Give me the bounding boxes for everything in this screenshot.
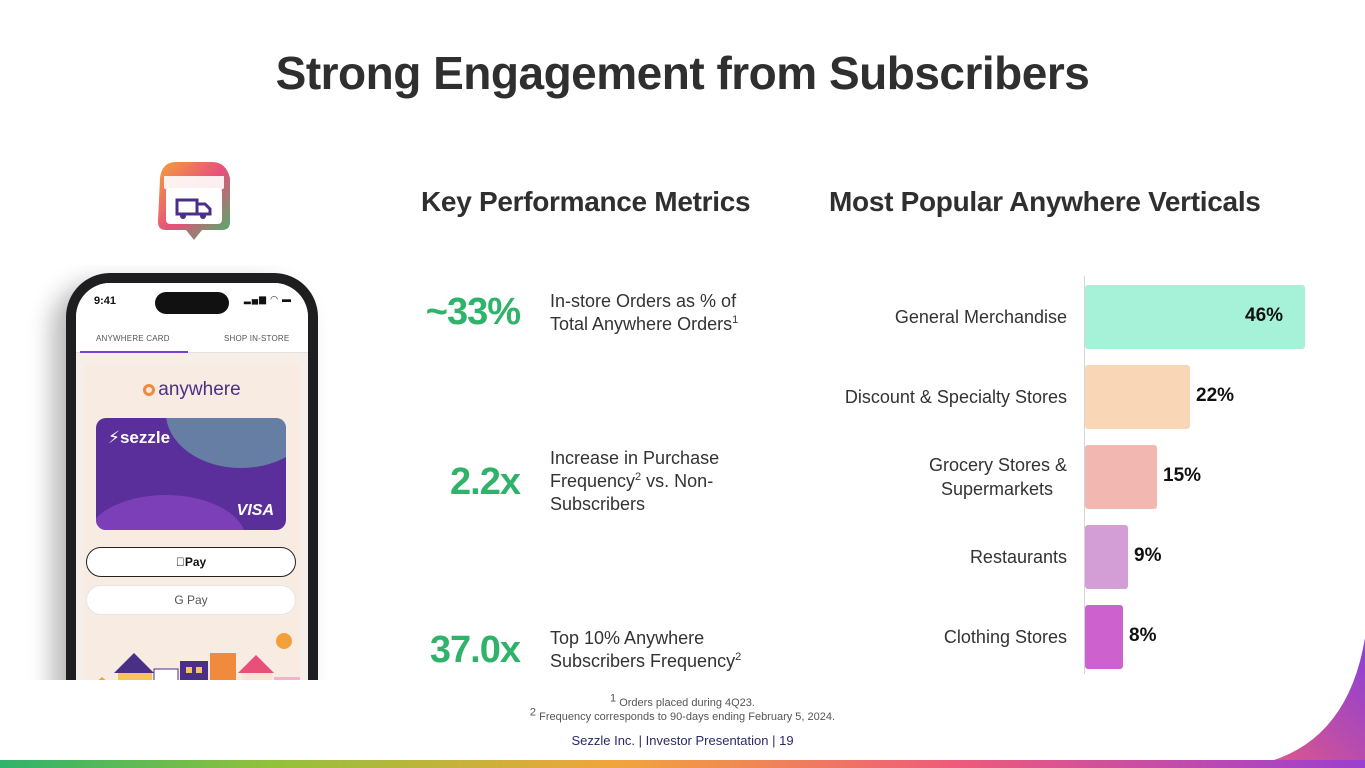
category-label: Grocery Stores & Supermarkets — [928, 455, 1067, 499]
bar-1 — [1085, 365, 1190, 429]
bar-value-label: 22% — [1196, 385, 1235, 406]
anywhere-logo: anywhere — [84, 379, 300, 401]
signal-wifi-battery-icon: ▂▄▆ ◠ ▬ — [243, 294, 292, 304]
bar-0 — [1085, 285, 1305, 349]
phone-screen: 9:41 ▂▄▆ ◠ ▬ ANYWHERE CARD SHOP IN-STORE… — [76, 283, 308, 680]
tab-anywhere-card[interactable]: ANYWHERE CARD — [96, 334, 170, 343]
chart-axis-line — [1084, 276, 1085, 674]
storefront-icon — [158, 162, 230, 240]
category-label: Restaurants — [969, 547, 1067, 567]
apple-pay-button[interactable]: Pay — [86, 547, 296, 577]
card-brand: ⚡sezzle — [108, 428, 171, 447]
corner-decoration — [1235, 638, 1365, 768]
bar-2 — [1085, 445, 1157, 509]
category-label: General Merchandise — [894, 307, 1067, 327]
metric-value: 37.0x — [429, 629, 521, 671]
bar-value-label: 15% — [1163, 465, 1202, 486]
sezzle-card[interactable]: ⚡sezzle VISA — [96, 418, 286, 530]
card-decoration — [96, 495, 246, 530]
status-time: 9:41 — [94, 295, 117, 307]
houses-illustration — [98, 633, 300, 680]
bar-4 — [1085, 605, 1123, 669]
app-tabs: ANYWHERE CARD SHOP IN-STORE — [76, 323, 308, 353]
category-label: Clothing Stores — [943, 627, 1067, 647]
page-title: Strong Engagement from Subscribers — [275, 47, 1090, 99]
footnote-1: 1 Orders placed during 4Q23. — [610, 692, 755, 709]
dynamic-island — [155, 292, 229, 314]
card-panel: anywhere ⚡sezzle VISA Pay G Pay — [84, 363, 300, 680]
active-tab-indicator — [80, 351, 188, 353]
phone-mockup: 9:41 ▂▄▆ ◠ ▬ ANYWHERE CARD SHOP IN-STORE… — [0, 265, 330, 680]
bar-value-label: 8% — [1129, 625, 1157, 646]
metric-description: Increase in Purchase Frequency2 vs. Non-… — [550, 448, 720, 514]
status-bar: 9:41 ▂▄▆ ◠ ▬ — [76, 283, 308, 323]
metric-description: Top 10% Anywhere Subscribers Frequency2 — [550, 628, 742, 671]
category-label: Discount & Specialty Stores — [844, 387, 1067, 407]
phone-frame: 9:41 ▂▄▆ ◠ ▬ ANYWHERE CARD SHOP IN-STORE… — [66, 273, 318, 680]
tab-shop-in-store[interactable]: SHOP IN-STORE — [224, 334, 290, 343]
metric-value: ~33% — [425, 291, 521, 333]
anywhere-logo-text: anywhere — [158, 379, 241, 400]
verticals-chart-title: Most Popular Anywhere Verticals — [829, 186, 1261, 217]
metric-description: In-store Orders as % of Total Anywhere O… — [550, 291, 739, 334]
card-decoration — [166, 418, 286, 468]
visa-logo: VISA — [236, 502, 274, 519]
footer: Sezzle Inc. | Investor Presentation | 19 — [571, 733, 794, 748]
bar-value-label: 9% — [1134, 545, 1162, 566]
key-metrics-title: Key Performance Metrics — [421, 186, 751, 217]
footer-gradient-bar — [0, 760, 1365, 768]
location-pin-icon — [143, 384, 156, 396]
google-pay-button[interactable]: G Pay — [86, 585, 296, 615]
metric-value: 2.2x — [450, 461, 521, 503]
bar-3 — [1085, 525, 1128, 589]
bar-value-label: 46% — [1245, 305, 1284, 326]
footnote-2: 2 Frequency corresponds to 90-days endin… — [529, 706, 836, 723]
